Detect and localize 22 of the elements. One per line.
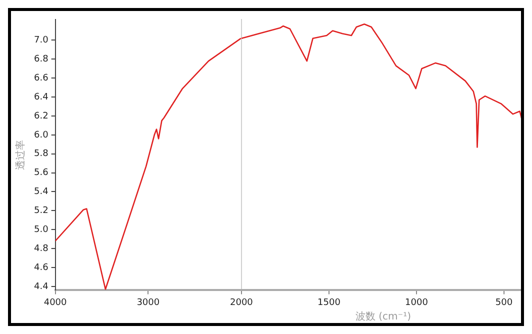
y-tick-label: 5.6 (34, 168, 49, 178)
y-axis-title: 透过率 (14, 140, 27, 170)
y-tick-label: 5.8 (34, 149, 49, 160)
x-tick-label: 1500 (317, 298, 340, 308)
y-tick-label: 5.0 (34, 224, 49, 235)
y-tick-label: 6.6 (34, 73, 49, 84)
y-tick-label: 5.2 (34, 206, 48, 216)
y-tick-label: 7.0 (34, 36, 49, 46)
y-tick-label: 4.4 (34, 282, 49, 292)
x-tick-label: 500 (494, 298, 512, 308)
y-tick-label: 5.4 (34, 187, 49, 198)
y-tick-label: 6.8 (34, 54, 49, 65)
y-tick-label: 4.8 (34, 244, 49, 254)
x-tick-label: 3000 (136, 298, 160, 308)
y-tick-label: 6.2 (34, 111, 48, 122)
y-tick-label: 6.0 (34, 130, 49, 140)
x-tick-label: 1000 (404, 298, 428, 308)
x-axis-title: 波数 (cm⁻¹) (355, 310, 411, 323)
y-tick-label: 6.4 (34, 92, 49, 102)
x-tick-label: 4000 (44, 298, 68, 308)
x-tick-label: 2000 (230, 298, 253, 308)
y-tick-label: 4.6 (34, 262, 49, 273)
